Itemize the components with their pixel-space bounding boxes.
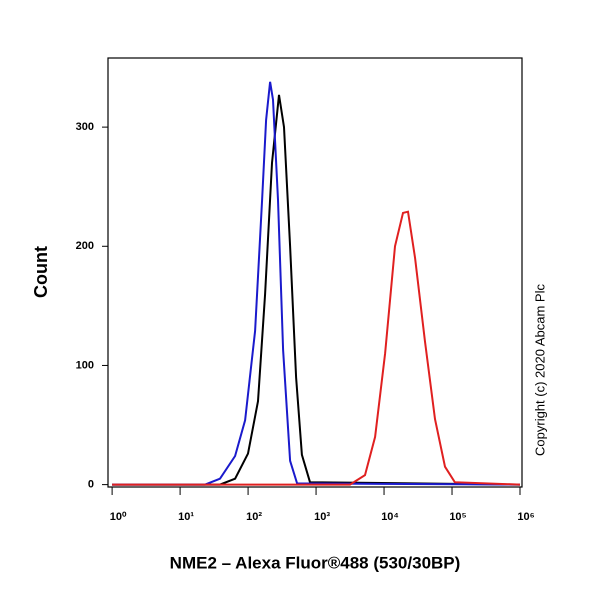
plot-frame bbox=[107, 57, 523, 488]
y-tick-label: 0 bbox=[88, 479, 94, 491]
y-axis-label: Count bbox=[31, 246, 51, 298]
x-tick-label: 10⁵ bbox=[449, 511, 466, 523]
x-axis-label: NME2 – Alexa Fluor®488 (530/30BP) bbox=[170, 553, 461, 572]
x-tick-label: 10⁰ bbox=[110, 511, 127, 523]
y-tick-label: 100 bbox=[76, 359, 94, 371]
copyright: Copyright (c) 2020 Abcam Plc bbox=[532, 284, 547, 456]
x-tick-label: 10² bbox=[246, 511, 262, 523]
x-tick-label: 10⁶ bbox=[517, 511, 534, 523]
series-line bbox=[112, 81, 521, 486]
series-line bbox=[112, 94, 521, 486]
y-tick-label: 200 bbox=[76, 240, 94, 252]
x-tick-label: 10³ bbox=[314, 511, 330, 523]
y-tick-label: 300 bbox=[76, 121, 94, 133]
x-tick-label: 10⁴ bbox=[381, 511, 399, 523]
series-line bbox=[112, 210, 521, 486]
x-tick-label: 10¹ bbox=[178, 511, 194, 523]
